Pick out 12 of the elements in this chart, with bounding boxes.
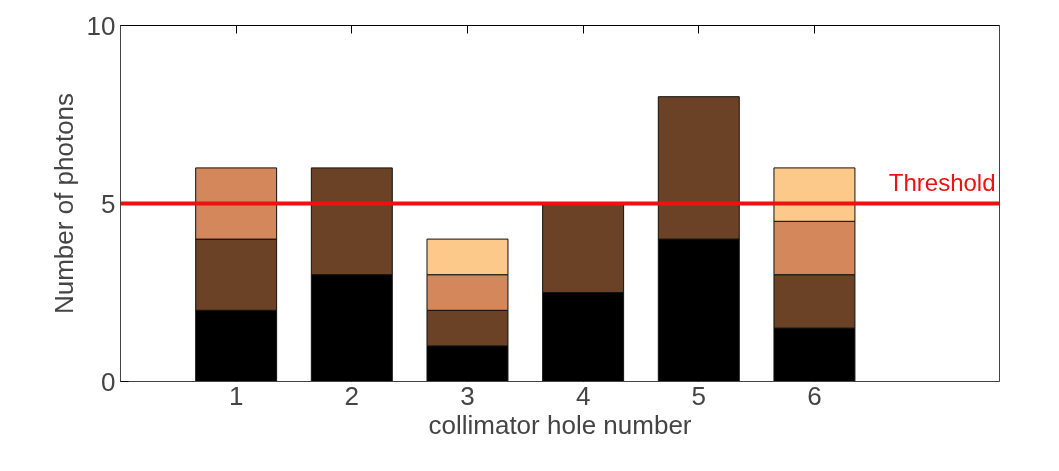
ref-line-label: Threshold [888,168,996,196]
y-axis-title: Number of photons [48,92,79,315]
y-tick-label: 10 [86,10,116,41]
x-tick-label: 6 [807,380,822,411]
y-tick-label: 5 [101,188,116,219]
x-tick-label: 3 [460,380,475,411]
x-tick-label: 1 [228,380,244,411]
x-tick-label: 4 [575,380,591,411]
y-tick-label: 0 [101,366,116,397]
x-tick-label: 5 [691,380,707,411]
x-axis-title: collimator hole number [428,409,692,440]
x-tick-label: 2 [344,380,360,411]
